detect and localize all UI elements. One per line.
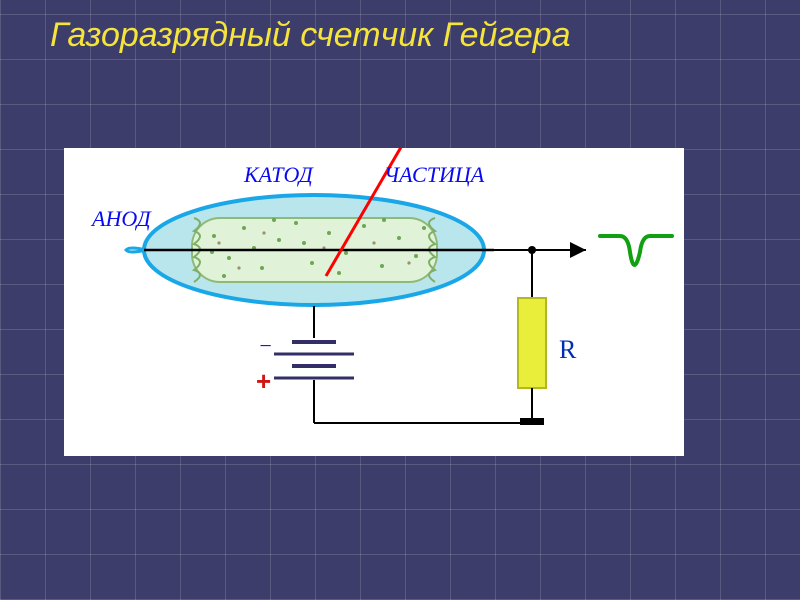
battery: − + (256, 333, 354, 396)
diagram-svg: − + R АНОД (64, 148, 684, 456)
particle-label: ЧАСТИЦА (384, 162, 485, 187)
arrow-icon (570, 242, 586, 258)
resistor: R (518, 298, 577, 388)
plus-sign: + (256, 366, 271, 396)
anode-label: АНОД (90, 206, 152, 231)
slide-title: Газоразрядный счетчик Гейгера (50, 16, 571, 55)
minus-sign: − (258, 333, 273, 358)
output-wire (494, 242, 586, 298)
resistor-label: R (559, 335, 577, 364)
cathode-label: КАТОД (243, 162, 314, 187)
geiger-diagram: − + R АНОД (64, 148, 684, 456)
output-pulse (600, 236, 672, 265)
tube (126, 195, 494, 305)
